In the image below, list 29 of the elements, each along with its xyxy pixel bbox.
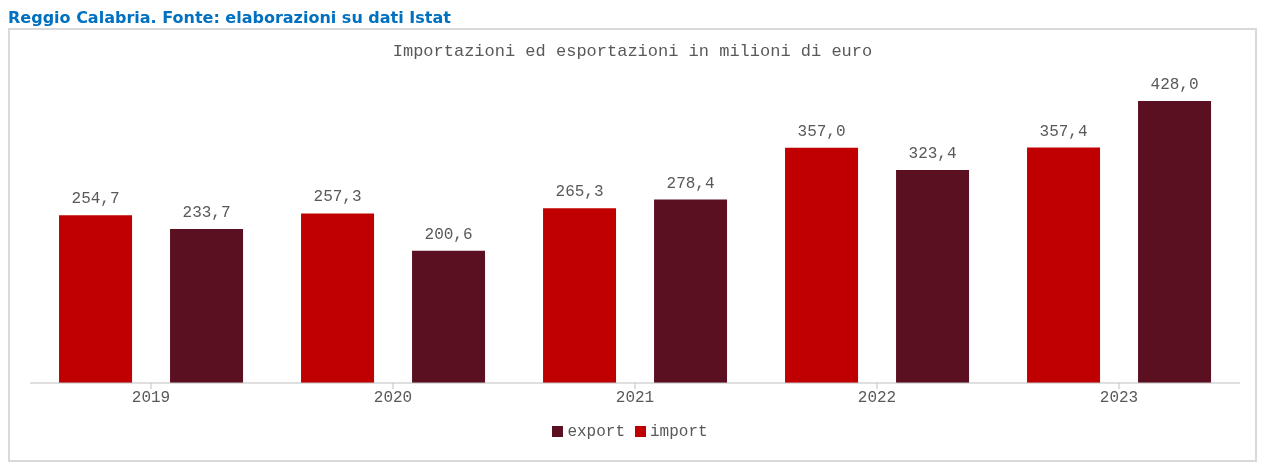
data-label: 265,3 xyxy=(555,183,604,202)
x-tick-label: 2020 xyxy=(373,389,413,408)
data-label: 357,4 xyxy=(1039,122,1088,141)
x-tick-label: 2022 xyxy=(857,389,897,408)
bar xyxy=(301,213,375,383)
chart-title: Importazioni ed esportazioni in milioni di euro xyxy=(391,42,874,61)
legend-label: import xyxy=(650,423,708,441)
text: Reggio Calabria. Fonte: elaborazioni su dati Istat xyxy=(8,8,452,28)
data-label: 323,4 xyxy=(908,144,957,163)
data-label: 254,7 xyxy=(71,190,120,209)
data-label: 278,4 xyxy=(666,174,715,193)
bar xyxy=(1027,147,1101,383)
legend-label: export xyxy=(567,423,625,441)
data-label: 257,3 xyxy=(313,188,362,207)
bar xyxy=(896,169,970,383)
data-label: 357,0 xyxy=(797,122,846,141)
x-tick-label: 2019 xyxy=(131,389,171,408)
bar xyxy=(170,229,244,383)
x-tick-label: 2021 xyxy=(615,389,655,408)
bar xyxy=(543,208,617,383)
x-tick-label: 2023 xyxy=(1099,389,1139,408)
bar xyxy=(412,250,486,383)
bar xyxy=(785,147,859,383)
data-label: 233,7 xyxy=(182,204,231,223)
bar xyxy=(1138,101,1212,383)
bar xyxy=(59,215,133,383)
data-label: 428,0 xyxy=(1150,76,1199,94)
data-label: 200,6 xyxy=(424,225,473,244)
bar xyxy=(654,199,728,383)
